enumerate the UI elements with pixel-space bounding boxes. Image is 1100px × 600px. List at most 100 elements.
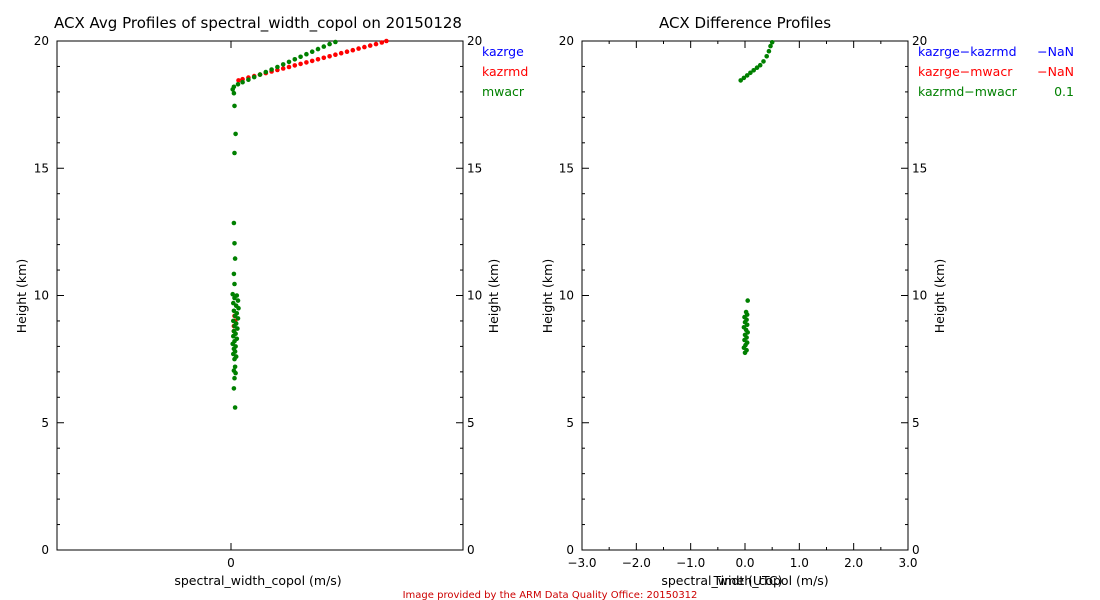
left-x-ticks: 0 [227, 41, 235, 570]
data-point-mwacr [269, 67, 274, 72]
right-plot-frame [581, 40, 909, 551]
y-tick-label-right: 5 [467, 416, 475, 430]
data-point-kazrmd [280, 66, 286, 71]
data-point-kazrmd [350, 47, 356, 53]
data-point-mwacr [231, 271, 237, 277]
data-point-mwacr [231, 333, 236, 339]
data-point-kazrmd [236, 78, 241, 83]
y-tick-label: 20 [559, 34, 574, 48]
legend-entry-value: 0.1 [1054, 84, 1074, 99]
data-point-kazrmd [344, 49, 350, 54]
legend-entry-kazrmd: kazrmd [482, 64, 528, 79]
right-x-axis-overprint-label: Time (UTC) [712, 573, 782, 588]
data-point-mwacr [232, 356, 237, 362]
data-point-kazrmd-mwacr [742, 350, 748, 356]
data-point-mwacr [231, 90, 237, 96]
data-point-mwacr [315, 46, 321, 52]
data-point-kazrmd-mwacr [754, 65, 760, 70]
data-point-mwacr [327, 41, 332, 47]
data-point-kazrmd [286, 64, 292, 70]
image-credit: Image provided by the ARM Data Quality O… [403, 590, 698, 600]
data-point-kazrmd-mwacr [738, 78, 743, 83]
data-point-mwacr [298, 54, 303, 60]
y-tick-label: 0 [566, 543, 574, 557]
x-tick-label: −3.0 [567, 556, 596, 570]
y-tick-label-right: 5 [912, 416, 920, 430]
data-point-kazrmd [309, 58, 315, 64]
right-y-ticks: 0 0 5 5 10 10 15 15 20 20 [559, 34, 928, 557]
x-tick-label: 0.0 [735, 556, 754, 570]
data-point-mwacr [257, 72, 263, 77]
data-point-mwacr [235, 82, 241, 87]
data-point-mwacr [246, 77, 251, 82]
data-point-kazrmd [292, 63, 298, 68]
y-tick-label-right: 15 [467, 161, 482, 175]
data-point-kazrmd [298, 61, 303, 67]
data-point-mwacr [263, 69, 269, 75]
data-point-kazrmd-mwacr [744, 322, 750, 328]
avg-profiles-panel: ACX Avg Profiles of spectral_width_copol… [14, 14, 528, 588]
y-tick-label: 15 [34, 161, 49, 175]
x-tick-label: 3.0 [898, 556, 917, 570]
data-point-mwacr [232, 295, 237, 301]
data-point-mwacr [280, 62, 286, 67]
data-point-kazrmd-mwacr [764, 54, 769, 59]
y-tick-label: 0 [41, 543, 49, 557]
legend-entry-value: −NaN [1037, 64, 1074, 79]
right-chart-title: ACX Difference Profiles [659, 14, 831, 32]
data-point-mwacr [240, 79, 245, 85]
y-tick-label-right: 0 [467, 543, 475, 557]
data-point-mwacr [236, 305, 241, 311]
y-tick-label: 10 [34, 289, 49, 303]
legend-entry-mwacr: mwacr [482, 84, 525, 99]
y-tick-label-right: 0 [912, 543, 920, 557]
y-tick-label-right: 10 [912, 289, 927, 303]
legend-entry-kazrge: kazrge [482, 44, 524, 59]
data-point-kazrmd [373, 41, 379, 47]
data-point-kazrmd-mwacr [741, 75, 747, 81]
data-point-kazrmd-mwacr [751, 68, 756, 73]
right-legend: kazrge−kazrmd −NaN kazrge−mwacr −NaN kazrmd−… [918, 44, 1074, 99]
left-x-axis-label: spectral_width_copol (m/s) [174, 573, 341, 588]
data-point-mwacr [235, 298, 241, 303]
x-tick-label: 1.0 [790, 556, 809, 570]
left-chart-title: ACX Avg Profiles of spectral_width_copol… [54, 14, 462, 33]
left-plot-frame [56, 40, 464, 551]
data-point-mwacr [286, 59, 292, 65]
data-point-mwacr [235, 326, 240, 331]
data-point-mwacr [232, 103, 237, 109]
data-point-mwacr [231, 220, 237, 226]
data-point-mwacr [232, 375, 237, 381]
data-point-kazrmd-mwacr [768, 43, 773, 49]
data-point-mwacr [233, 370, 238, 376]
data-point-kazrmd-mwacr [769, 40, 775, 45]
right-x-ticks: −3.0 −2.0 −1.0 0.0 1.0 2.0 3.0 [567, 41, 918, 570]
right-right-y-axis-label: Height (km) [932, 259, 947, 333]
data-point-kazrmd-mwacr [748, 70, 753, 76]
data-point-kazrmd [321, 55, 327, 61]
data-point-mwacr [231, 386, 237, 391]
data-point-kazrmd-mwacr [761, 59, 766, 64]
legend-entry-value: −NaN [1037, 44, 1074, 59]
legend-entry-label: kazrge−kazrmd [918, 44, 1017, 59]
x-tick-label: −2.0 [622, 556, 651, 570]
data-point-mwacr [321, 44, 327, 49]
data-point-kazrmd [327, 54, 332, 59]
x-tick-label: 2.0 [844, 556, 863, 570]
x-tick-label: 0 [227, 556, 235, 570]
left-right-y-axis-label: Height (km) [486, 259, 501, 333]
data-point-mwacr [309, 49, 315, 54]
y-tick-label-right: 20 [467, 34, 482, 48]
data-point-mwacr [232, 256, 238, 261]
left-y-axis-label: Height (km) [14, 259, 29, 333]
data-point-mwacr [230, 87, 235, 92]
y-tick-label-right: 15 [912, 161, 927, 175]
difference-profiles-panel: ACX Difference Profiles 0 0 5 5 10 10 15 15 20 20… [540, 14, 1074, 588]
left-y-ticks: 0 0 5 5 10 10 15 15 20 20 [34, 34, 483, 557]
legend-entry-label: kazrge−mwacr [918, 64, 1013, 79]
y-tick-label: 10 [559, 289, 574, 303]
data-point-mwacr [292, 57, 298, 62]
y-tick-label: 5 [566, 416, 574, 430]
data-point-mwacr [232, 364, 238, 370]
